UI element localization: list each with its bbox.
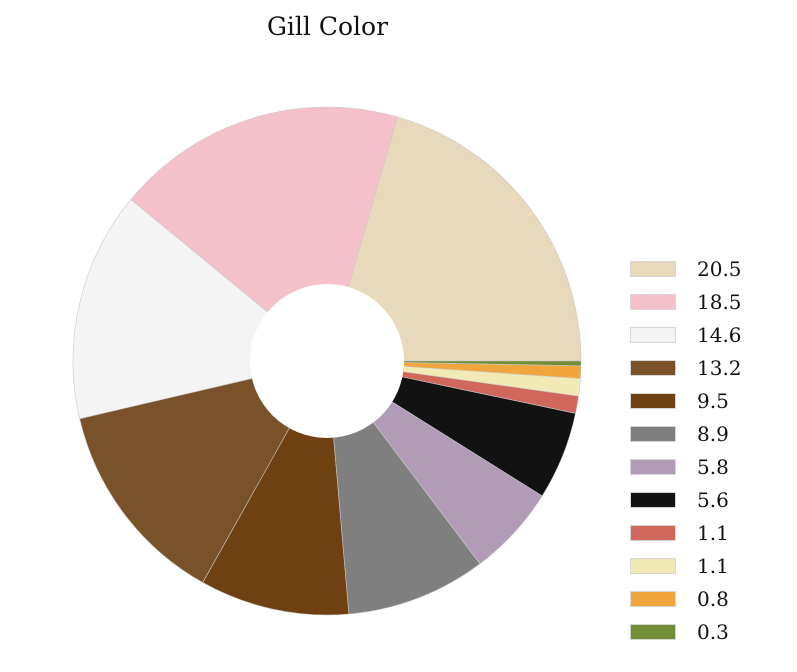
- legend-label: 14.6: [697, 322, 742, 347]
- legend-swatch: [630, 326, 676, 343]
- legend-label: 8.9: [697, 421, 729, 446]
- legend-item-3: 14.6: [630, 318, 742, 351]
- legend-swatch: [630, 359, 676, 376]
- legend-item-7: 5.8: [630, 450, 742, 483]
- legend-swatch: [630, 260, 676, 277]
- legend-swatch: [630, 491, 676, 508]
- legend-item-9: 1.1: [630, 516, 742, 549]
- legend-item-6: 8.9: [630, 417, 742, 450]
- legend-swatch: [630, 524, 676, 541]
- legend-label: 13.2: [697, 355, 742, 380]
- legend-label: 1.1: [697, 553, 729, 578]
- legend-swatch: [630, 623, 676, 640]
- chart-title: Gill Color: [266, 12, 389, 41]
- legend-label: 5.6: [697, 487, 729, 512]
- legend-item-1: 20.5: [630, 252, 742, 285]
- legend-item-12: 0.3: [630, 615, 742, 648]
- legend-item-8: 5.6: [630, 483, 742, 516]
- legend-swatch: [630, 293, 676, 310]
- legend-swatch: [630, 557, 676, 574]
- legend-item-2: 18.5: [630, 285, 742, 318]
- legend-item-4: 13.2: [630, 351, 742, 384]
- legend-item-5: 9.5: [630, 384, 742, 417]
- legend-label: 9.5: [697, 388, 729, 413]
- legend-item-11: 0.8: [630, 582, 742, 615]
- legend-swatch: [630, 590, 676, 607]
- legend-label: 0.8: [697, 586, 729, 611]
- legend-item-10: 1.1: [630, 549, 742, 582]
- legend-swatch: [630, 458, 676, 475]
- legend-label: 5.8: [697, 454, 729, 479]
- legend-swatch: [630, 392, 676, 409]
- legend-label: 0.3: [697, 619, 729, 644]
- donut-hole: [250, 284, 404, 438]
- legend: 20.5 18.5 14.6 13.2 9.5 8.9 5.8 5.6 1.1 1.1 0.8 0.3: [630, 252, 742, 648]
- pie-slice-4: [79, 360, 328, 583]
- pie-slice-1: [326, 116, 582, 362]
- legend-label: 18.5: [697, 289, 742, 314]
- legend-label: 1.1: [697, 520, 729, 545]
- legend-label: 20.5: [697, 256, 742, 281]
- legend-swatch: [630, 425, 676, 442]
